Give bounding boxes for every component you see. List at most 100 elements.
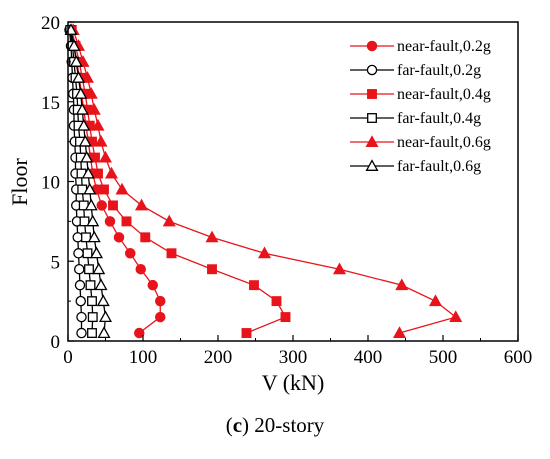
x-tick-label-1: 100 <box>129 347 158 368</box>
data-point-4-8 <box>134 198 149 211</box>
y-tick-label-4: 20 <box>41 13 60 34</box>
y-tick-label-1: 5 <box>51 252 61 273</box>
data-point-1-3 <box>74 279 86 291</box>
legend-entry-2: near-fault,0.4g <box>350 86 491 103</box>
data-point-3-1 <box>87 312 98 323</box>
data-point-2-0 <box>241 328 252 338</box>
data-point-5-1 <box>98 310 113 323</box>
data-point-2-7 <box>121 216 132 227</box>
legend-entry-1: far-fault,0.2g <box>350 62 481 79</box>
data-point-4-11 <box>98 150 113 163</box>
data-point-4-13 <box>91 118 105 131</box>
data-point-5-2 <box>96 294 110 307</box>
figure-caption: (c) 20-story <box>225 413 325 437</box>
series-near-fault-0-6g <box>66 23 463 338</box>
data-point-5-4 <box>92 262 106 275</box>
data-point-1-2 <box>75 295 87 307</box>
data-point-2-3 <box>249 280 259 291</box>
legend-marker-3 <box>367 113 377 123</box>
data-point-4-6 <box>205 230 219 243</box>
data-point-5-7 <box>86 214 100 227</box>
data-point-0-6 <box>113 232 125 243</box>
data-point-5-13 <box>77 118 91 131</box>
data-point-4-1 <box>449 310 463 323</box>
data-point-2-11 <box>90 152 100 163</box>
legend-marker-1 <box>366 64 378 76</box>
legend-label-3: far-fault,0.4g <box>397 110 481 127</box>
data-point-5-3 <box>94 278 108 291</box>
y-tick-label-3: 15 <box>41 93 60 114</box>
data-point-1-6 <box>72 232 84 243</box>
data-point-4-2 <box>428 294 443 307</box>
data-point-4-5 <box>257 246 272 259</box>
data-point-2-2 <box>271 296 282 307</box>
data-point-0-8 <box>96 200 108 211</box>
data-point-4-3 <box>395 278 409 291</box>
data-point-5-10 <box>81 166 95 179</box>
x-tick-label-0: 0 <box>63 347 73 368</box>
data-point-0-4 <box>135 263 146 275</box>
data-point-2-8 <box>108 200 118 211</box>
data-point-1-5 <box>73 248 84 259</box>
data-point-3-3 <box>85 280 96 291</box>
legend-marker-5 <box>365 159 379 171</box>
data-point-2-4 <box>207 264 217 275</box>
data-point-0-3 <box>147 279 158 291</box>
y-tick-label-0: 0 <box>51 332 61 353</box>
data-point-3-7 <box>79 216 90 227</box>
data-point-4-14 <box>87 102 101 115</box>
data-point-0-1 <box>154 311 166 323</box>
y-tick-label-2: 10 <box>41 173 60 194</box>
data-point-4-0 <box>392 326 407 338</box>
data-point-4-4 <box>332 262 347 275</box>
legend-label-4: near-fault,0.6g <box>397 134 491 151</box>
data-point-5-0 <box>97 326 111 338</box>
data-point-0-2 <box>154 295 166 307</box>
data-point-2-10 <box>93 168 103 179</box>
data-point-5-9 <box>83 182 97 195</box>
data-point-2-9 <box>99 184 109 195</box>
data-point-5-8 <box>84 198 98 211</box>
x-tick-label-4: 400 <box>354 347 383 368</box>
legend-label-1: far-fault,0.2g <box>397 62 481 79</box>
series-near-fault-0-4g <box>66 25 291 338</box>
x-tick-label-2: 200 <box>204 347 233 368</box>
data-point-5-12 <box>78 134 92 147</box>
x-tick-label-5: 500 <box>429 347 458 368</box>
story-shear-chart: 0 100 200 300 400 500 600 0 5 10 15 20 V (kN) Floor… <box>7 13 532 395</box>
data-point-5-16 <box>71 71 86 83</box>
data-point-2-1 <box>280 312 291 323</box>
caption-text: 20-story <box>254 413 325 437</box>
legend: near-fault,0.2g far-fault,0.2g near-fault,… <box>350 38 491 175</box>
data-point-5-6 <box>87 230 101 243</box>
y-axis-title: Floor <box>7 157 32 205</box>
legend-label-0: near-fault,0.2g <box>397 38 491 55</box>
data-point-0-5 <box>125 248 136 259</box>
x-tick-label-3: 300 <box>279 347 308 368</box>
data-point-5-15 <box>74 87 88 99</box>
data-point-0-7 <box>104 216 116 227</box>
data-point-1-4 <box>74 263 85 275</box>
legend-marker-0 <box>366 40 378 52</box>
data-point-4-7 <box>162 214 176 227</box>
data-point-1-1 <box>76 311 87 323</box>
data-point-3-4 <box>84 264 94 275</box>
x-tick-label-6: 600 <box>504 347 533 368</box>
legend-entry-0: near-fault,0.2g <box>350 38 491 55</box>
data-point-2-5 <box>166 248 177 259</box>
legend-entry-4: near-fault,0.6g <box>350 134 491 151</box>
caption-label: c <box>232 413 243 437</box>
data-point-4-15 <box>84 87 98 99</box>
data-point-3-5 <box>82 248 93 259</box>
data-point-4-16 <box>80 71 95 83</box>
legend-marker-4 <box>365 135 379 147</box>
axes: 0 100 200 300 400 500 600 0 5 10 15 20 <box>41 13 532 368</box>
data-point-4-9 <box>115 182 129 195</box>
data-point-2-6 <box>140 232 151 243</box>
data-point-5-11 <box>80 150 94 163</box>
plot-marks <box>64 23 463 339</box>
legend-label-5: far-fault,0.6g <box>397 158 481 175</box>
legend-marker-2 <box>367 89 377 99</box>
data-point-4-12 <box>94 134 108 147</box>
data-point-0-0 <box>133 327 145 339</box>
